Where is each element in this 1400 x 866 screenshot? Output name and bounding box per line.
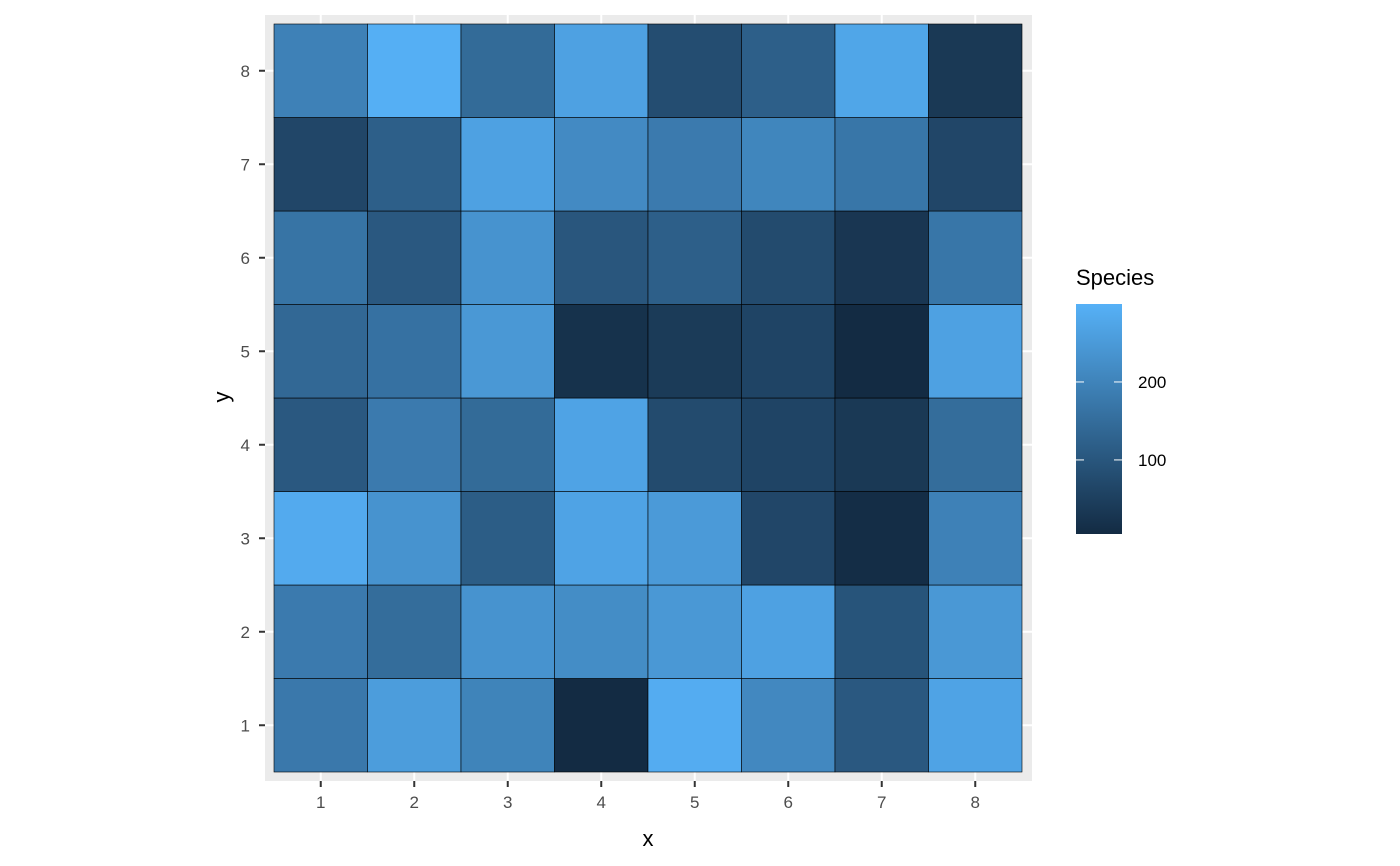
x-tick-label: 8 [971,793,980,812]
heatmap-cell [741,491,836,586]
heatmap-cell [460,210,555,305]
heatmap-cell [554,23,649,118]
heatmap-cell [367,23,462,118]
heatmap-cell [647,23,742,118]
heatmap-cell [741,397,836,492]
heatmap-cell [273,397,368,492]
heatmap-cell [460,678,555,773]
x-tick-label: 4 [597,793,606,812]
x-tick-label: 7 [877,793,886,812]
heatmap-cell [367,397,462,492]
heatmap-cell [928,210,1023,305]
heatmap-cell [273,117,368,212]
heatmap-cell [834,210,929,305]
heatmap-cell [834,23,929,118]
heatmap-cell [647,678,742,773]
heatmap-cell [367,584,462,679]
y-tick-label: 8 [241,62,250,81]
heatmap-cell [460,397,555,492]
heatmap-cell [741,584,836,679]
heatmap-cell [741,23,836,118]
heatmap-cell [367,491,462,586]
legend-tick-label: 200 [1138,373,1166,392]
heatmap-cell [928,678,1023,773]
heatmap-cell [834,584,929,679]
x-axis-title: x [643,826,654,851]
legend-colorbar [1076,304,1122,534]
x-tick-label: 3 [503,793,512,812]
legend-tick-label: 100 [1138,451,1166,470]
heatmap-cell [273,304,368,399]
y-tick-label: 5 [241,342,250,361]
heatmap-cell [928,23,1023,118]
heatmap-cell [647,584,742,679]
heatmap-cell [273,23,368,118]
heatmap-cell [554,491,649,586]
heatmap-cell [647,397,742,492]
heatmap-cell [741,678,836,773]
x-axis: 1 2 3 4 5 6 7 8 [316,781,980,812]
heatmap-cell [460,584,555,679]
heatmap-cell [741,117,836,212]
heatmap-cell [367,117,462,212]
heatmap-cell [647,117,742,212]
heatmap-cell [367,210,462,305]
x-tick-label: 1 [316,793,325,812]
heatmap-cell [834,117,929,212]
heatmap-cell [554,304,649,399]
heatmap-cell [554,117,649,212]
heatmap-cell [460,117,555,212]
legend-ticks: 100 200 [1076,373,1166,470]
heatmap-cell [834,397,929,492]
heatmap-cell [647,210,742,305]
heatmap-cell [554,584,649,679]
y-tick-label: 1 [241,716,250,735]
legend: Species 100 200 [1076,265,1166,534]
x-tick-label: 2 [410,793,419,812]
x-tick-label: 6 [784,793,793,812]
heatmap-cell [834,304,929,399]
heatmap-cell [741,210,836,305]
heatmap-cell [460,23,555,118]
y-tick-label: 6 [241,249,250,268]
y-tick-label: 3 [241,529,250,548]
heatmap-cell [367,304,462,399]
heatmap-cell [460,491,555,586]
heatmap-cell [834,678,929,773]
heatmap-cell [460,304,555,399]
heatmap-cell [834,491,929,586]
heatmap-cell [928,491,1023,586]
x-tick-label: 5 [690,793,699,812]
heatmap-cell [367,678,462,773]
heatmap-cell [928,304,1023,399]
heatmap-cell [273,491,368,586]
heatmap-cell [928,397,1023,492]
y-axis: 1 2 3 4 5 6 7 8 [241,62,265,735]
y-tick-label: 2 [241,623,250,642]
heatmap-cell [647,491,742,586]
heatmap-cell [741,304,836,399]
y-axis-title: y [209,392,234,403]
heatmap-cell [273,584,368,679]
heatmap-cell [554,678,649,773]
y-tick-label: 4 [241,436,250,455]
heatmap-cell [554,210,649,305]
heatmap-tiles [273,23,1023,773]
legend-title: Species [1076,265,1154,290]
heatmap-cell [647,304,742,399]
heatmap-cell [273,678,368,773]
heatmap-cell [928,584,1023,679]
heatmap-cell [554,397,649,492]
y-tick-label: 7 [241,155,250,174]
heatmap-cell [273,210,368,305]
heatmap-cell [928,117,1023,212]
